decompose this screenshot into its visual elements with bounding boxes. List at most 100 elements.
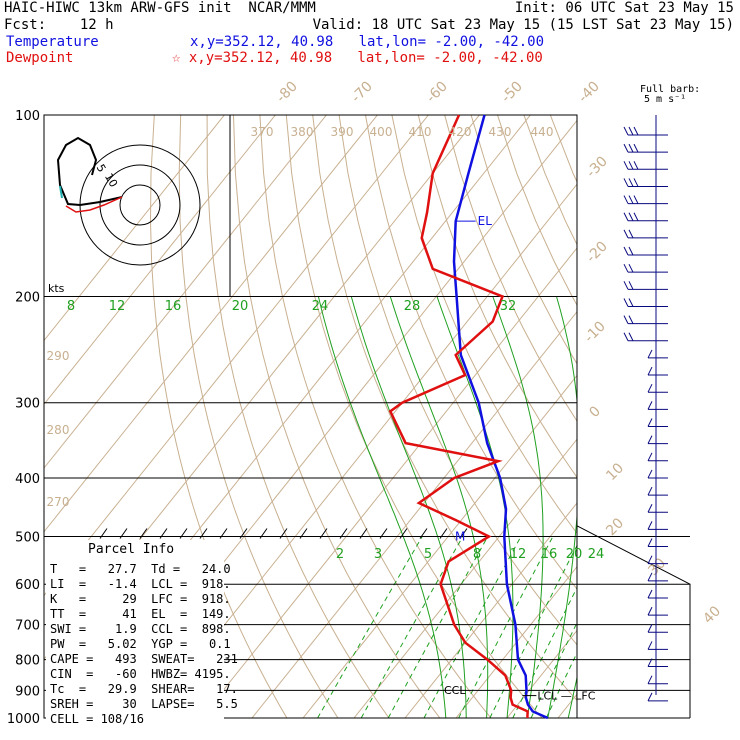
wind-barb-flag bbox=[628, 212, 634, 221]
wind-barb-flag bbox=[623, 263, 629, 273]
hodograph-low-segment bbox=[65, 196, 123, 213]
freezing-tick bbox=[399, 528, 408, 539]
moist-adiabat-line bbox=[436, 296, 514, 718]
freezing-tick bbox=[199, 528, 208, 539]
hodograph-ring bbox=[99, 164, 181, 246]
freezing-tick bbox=[459, 528, 468, 539]
dry-adiabat-line bbox=[338, 115, 577, 646]
wind-barb-flag bbox=[628, 195, 634, 204]
theta-label: 280 bbox=[47, 423, 70, 437]
wind-barb-flag bbox=[647, 521, 653, 530]
mixing-ratio-label: 24 bbox=[588, 547, 605, 562]
legend-dewpoint-location-text: x,y=352.12, 40.98 lat,lon= -2.00, -42.00 bbox=[188, 50, 543, 66]
moist-adiabat-line bbox=[350, 296, 467, 718]
freezing-tick bbox=[219, 528, 228, 539]
wind-barb-flag bbox=[633, 212, 639, 221]
pressure-tick-label: 900 bbox=[15, 684, 40, 699]
hodograph-mid-segment bbox=[59, 185, 63, 199]
isotherm-line bbox=[44, 115, 378, 533]
pressure-tick-label: 300 bbox=[15, 397, 40, 412]
wind-barb-flag bbox=[628, 332, 634, 341]
wind-barb-flag bbox=[628, 246, 634, 256]
theta-label: 380 bbox=[291, 125, 314, 139]
mixing-ratio-label: 3 bbox=[374, 547, 382, 562]
mixing-ratio-label: 20 bbox=[232, 299, 249, 314]
mixing-ratio-label: 12 bbox=[510, 547, 527, 562]
mixing-ratio-line bbox=[387, 536, 489, 718]
wind-barb-flag bbox=[633, 126, 639, 136]
freezing-tick bbox=[139, 528, 148, 539]
wind-barb-flag bbox=[647, 366, 653, 376]
isotherm-label: 30 bbox=[645, 555, 669, 579]
wind-barb-flag bbox=[623, 178, 629, 187]
wind-barb-flag bbox=[623, 126, 629, 136]
dry-adiabat-line bbox=[233, 115, 441, 718]
isotherm-line bbox=[506, 629, 577, 718]
wind-barb-flag bbox=[628, 281, 634, 290]
wind-barb-flag bbox=[628, 126, 634, 136]
wind-barb-flag bbox=[647, 349, 653, 359]
temperature-line bbox=[452, 114, 549, 720]
theta-label: 430 bbox=[489, 125, 512, 139]
dry-adiabat-line bbox=[603, 115, 740, 718]
mixing-ratio-line bbox=[317, 536, 423, 718]
parcel-row: T = 27.7 Td = 24.0 bbox=[50, 562, 231, 576]
barb-panel-border bbox=[576, 525, 691, 718]
wind-barb-flag bbox=[623, 161, 629, 170]
wind-barb-flag bbox=[647, 589, 653, 599]
freezing-tick bbox=[119, 528, 128, 539]
isotherm-line bbox=[660, 115, 740, 718]
pressure-tick-label: 200 bbox=[15, 291, 40, 306]
wind-barb-flag bbox=[647, 641, 653, 650]
wind-barb-flag bbox=[633, 178, 639, 187]
hodograph-trace bbox=[56, 136, 123, 207]
dry-adiabat-line bbox=[656, 115, 740, 718]
wind-barb-flag bbox=[628, 161, 634, 170]
wind-barb-flag bbox=[623, 281, 629, 290]
parcel-row: LI = -1.4 LCL = 918. bbox=[50, 577, 231, 591]
m-label: M bbox=[455, 529, 465, 543]
wind-barb-flag bbox=[628, 263, 634, 273]
freezing-tick bbox=[279, 528, 288, 539]
wind-barb-flag bbox=[647, 692, 653, 702]
isotherm-line bbox=[557, 693, 577, 718]
header-forecast: Fcst: 12 h bbox=[4, 17, 114, 33]
wind-barb-flag bbox=[623, 212, 629, 221]
legend-dewpoint-location: ☆ x,y=352.12, 40.98 lat,lon= -2.00, -42.… bbox=[172, 50, 543, 66]
parcel-box bbox=[46, 540, 224, 720]
isotherm-label: -10 bbox=[581, 318, 608, 345]
wind-barb-flag bbox=[633, 143, 639, 153]
freezing-tick bbox=[159, 528, 168, 539]
theta-label: 440 bbox=[531, 125, 554, 139]
mixing-ratio-label: 20 bbox=[566, 547, 583, 562]
freezing-tick bbox=[339, 528, 348, 539]
isotherm-label: -70 bbox=[348, 78, 375, 105]
parcel-row: Tc = 29.9 SHEAR= 17. bbox=[50, 682, 238, 696]
theta-label: 420 bbox=[449, 125, 472, 139]
wind-barb-flag bbox=[647, 418, 653, 427]
isotherm-label: 20 bbox=[603, 515, 627, 539]
isotherm-line bbox=[44, 115, 225, 342]
hodograph-ring bbox=[119, 184, 161, 226]
header-valid: Valid: 18 UTC Sat 23 May 15 (15 LST Sat … bbox=[312, 17, 734, 33]
isotherm-label: -60 bbox=[423, 78, 450, 105]
wind-barb-flag bbox=[647, 435, 653, 444]
wind-barb-flag bbox=[647, 504, 653, 513]
wind-barb-flag bbox=[623, 246, 629, 256]
freezing-tick bbox=[239, 528, 248, 539]
pressure-tick-label: 800 bbox=[15, 654, 40, 669]
dry-adiabat-line bbox=[629, 115, 740, 718]
isotherm-line bbox=[200, 247, 577, 718]
dry-adiabat-line bbox=[549, 115, 577, 184]
moist-adiabat-line bbox=[567, 675, 577, 718]
dry-adiabat-line bbox=[259, 115, 492, 718]
mixing-ratio-label: 8 bbox=[67, 299, 75, 314]
freezing-tick bbox=[379, 528, 388, 539]
wind-barb-flag bbox=[647, 555, 653, 564]
dry-adiabat-line bbox=[391, 115, 577, 535]
theta-label: 370 bbox=[251, 125, 274, 139]
isotherm-line bbox=[251, 310, 577, 718]
legend-temperature-location: x,y=352.12, 40.98 lat,lon= -2.00, -42.00 bbox=[190, 34, 545, 50]
